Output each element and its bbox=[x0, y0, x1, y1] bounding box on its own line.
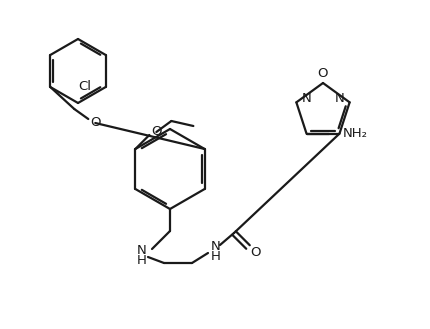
Text: O: O bbox=[151, 125, 161, 139]
Text: N: N bbox=[334, 92, 344, 105]
Text: Cl: Cl bbox=[79, 81, 92, 93]
Text: N: N bbox=[211, 240, 220, 254]
Text: N: N bbox=[301, 92, 310, 105]
Text: H: H bbox=[211, 250, 221, 264]
Text: NH₂: NH₂ bbox=[342, 127, 367, 140]
Text: O: O bbox=[90, 116, 100, 130]
Text: O: O bbox=[317, 67, 328, 81]
Text: H: H bbox=[137, 255, 147, 267]
Text: N: N bbox=[137, 244, 147, 258]
Text: O: O bbox=[250, 245, 261, 259]
